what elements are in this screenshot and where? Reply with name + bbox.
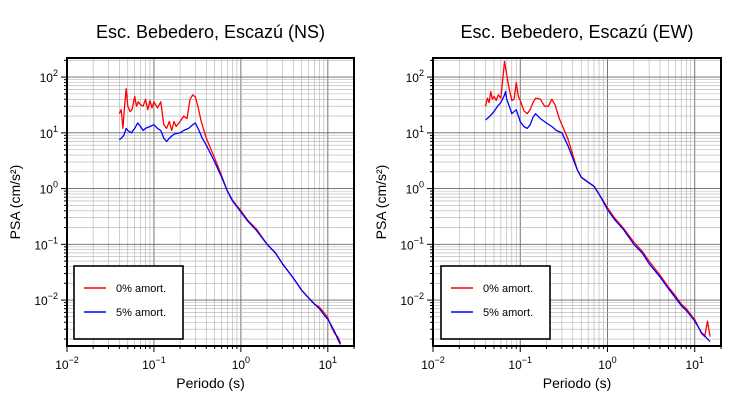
y-tick-label-base: 10 xyxy=(40,127,54,141)
y-tick-label: 100 xyxy=(406,180,424,197)
y-tick-label: 10−1 xyxy=(34,235,58,252)
y-tick-label: 101 xyxy=(406,124,424,141)
y-tick-label-exp: −2 xyxy=(48,291,58,301)
legend-label-1: 5% amort. xyxy=(116,307,166,319)
x-tick-label-exp: 1 xyxy=(699,355,704,365)
x-tick-label: 10−1 xyxy=(508,355,532,372)
x-tick-label-base: 10 xyxy=(55,358,69,372)
x-tick-label: 100 xyxy=(598,355,616,372)
y-tick-label-base: 10 xyxy=(34,294,48,308)
legend-box xyxy=(440,265,551,340)
y-tick-label: 102 xyxy=(40,68,58,85)
y-axis-label: PSA (cm/s²) xyxy=(373,165,389,240)
x-tick-label-base: 10 xyxy=(421,358,435,372)
y-axis-label: PSA (cm/s²) xyxy=(7,165,23,240)
y-tick-label-exp: 1 xyxy=(53,124,58,134)
grid xyxy=(66,58,355,346)
series-line-0 xyxy=(484,60,711,338)
grid xyxy=(432,58,722,346)
x-tick-label: 10−1 xyxy=(142,355,166,372)
plot-frame xyxy=(432,57,722,347)
y-tick-label-exp: 2 xyxy=(53,68,58,78)
series-line-1 xyxy=(118,122,342,345)
x-tick-label-base: 10 xyxy=(142,358,156,372)
x-axis-label: Periodo (s) xyxy=(543,375,611,391)
legend: 0% amort. 5% amort. xyxy=(73,265,184,340)
y-tick-label: 100 xyxy=(40,180,58,197)
y-tick-label-exp: 0 xyxy=(419,180,424,190)
y-tick-label-exp: 1 xyxy=(419,124,424,134)
x-tick-label: 100 xyxy=(232,355,250,372)
x-tick-label-exp: 0 xyxy=(612,355,617,365)
x-tick-label: 101 xyxy=(686,355,704,372)
x-tick-label-exp: 1 xyxy=(332,355,337,365)
x-tick-label-exp: 0 xyxy=(245,355,250,365)
y-tick-label-base: 10 xyxy=(406,183,420,197)
y-tick-label: 10−1 xyxy=(400,235,424,252)
y-tick-label: 10−2 xyxy=(34,291,58,308)
y-tick-label: 10−2 xyxy=(400,291,424,308)
x-tick-label-base: 10 xyxy=(232,358,246,372)
plot-frame xyxy=(66,57,355,347)
x-tick-label-base: 10 xyxy=(508,358,522,372)
x-tick-label-exp: −2 xyxy=(69,355,79,365)
y-tick-label: 102 xyxy=(406,68,424,85)
legend-label-0: 0% amort. xyxy=(116,283,166,295)
y-tick-label-exp: −1 xyxy=(48,235,58,245)
legend: 0% amort. 5% amort. xyxy=(440,265,551,340)
y-tick-label-base: 10 xyxy=(406,71,420,85)
legend-label-0: 0% amort. xyxy=(483,283,533,295)
legend-label-1: 5% amort. xyxy=(483,307,533,319)
x-tick-label-exp: −2 xyxy=(435,355,445,365)
x-tick-label-exp: −1 xyxy=(522,355,532,365)
series-line-1 xyxy=(485,90,711,343)
x-axis-label: Periodo (s) xyxy=(176,375,244,391)
chart-title: Esc. Bebedero, Escazú (NS) xyxy=(96,22,325,42)
x-tick-label-base: 10 xyxy=(686,358,700,372)
y-tick-label: 101 xyxy=(40,124,58,141)
x-tick-label: 10−2 xyxy=(55,355,79,372)
y-tick-label-exp: −2 xyxy=(414,291,424,301)
y-tick-label-base: 10 xyxy=(34,238,48,252)
y-tick-label-exp: −1 xyxy=(414,235,424,245)
y-tick-label-base: 10 xyxy=(40,71,54,85)
x-tick-label: 10−2 xyxy=(421,355,445,372)
y-tick-label-exp: 2 xyxy=(419,68,424,78)
x-tick-label-base: 10 xyxy=(319,358,333,372)
legend-box xyxy=(73,265,184,340)
y-tick-label-base: 10 xyxy=(406,127,420,141)
y-tick-label-base: 10 xyxy=(400,238,414,252)
x-tick-label: 101 xyxy=(319,355,337,372)
chart-title: Esc. Bebedero, Escazú (EW) xyxy=(460,22,693,42)
y-tick-label-base: 10 xyxy=(400,294,414,308)
x-tick-label-base: 10 xyxy=(598,358,612,372)
y-tick-label-base: 10 xyxy=(40,183,54,197)
tick-marks xyxy=(427,59,722,352)
y-tick-label-exp: 0 xyxy=(53,180,58,190)
x-tick-label-exp: −1 xyxy=(155,355,165,365)
